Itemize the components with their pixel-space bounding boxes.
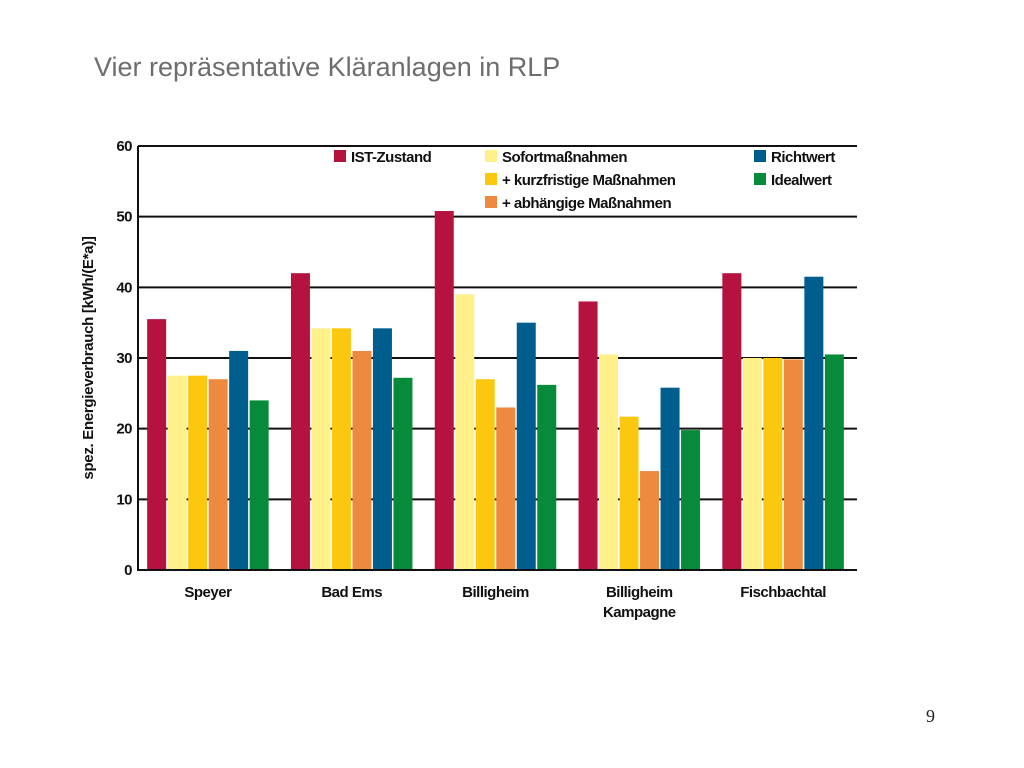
bar [147,319,167,570]
bar [167,375,187,570]
y-tick-label: 30 [116,350,132,367]
y-tick-label: 60 [116,138,132,155]
bar [372,328,392,570]
page-number: 9 [926,706,935,726]
y-tick-label: 50 [116,209,132,226]
category-label: Billigheim [462,584,529,601]
x-category-labels: Speyer Bad Ems Billigheim Billigheim Kampagn… [184,584,826,621]
bar [824,354,844,570]
y-tick-label: 20 [116,421,132,438]
bar [516,322,536,570]
y-tick-label: 40 [116,279,132,296]
y-tick-label: 0 [124,562,132,579]
category-label: Billigheim Kampagne [603,584,676,621]
bars [147,211,844,570]
bar [311,328,331,570]
bar [229,350,249,570]
axes [137,146,857,571]
y-axis-label: spez. Energieverbrauch [kWh/(E*a)] [80,236,97,480]
bar [640,471,660,570]
bar [681,430,701,570]
bar [249,400,269,570]
bar [763,358,783,570]
bar [208,379,228,570]
bar [290,273,310,570]
category-label: Speyer [184,584,232,601]
legend-label: Sofortmaßnahmen [502,149,627,166]
bar [352,350,372,570]
bar [434,211,454,570]
bar [578,301,598,570]
bar [393,377,413,570]
bar [496,407,516,570]
legend-label: + abhängige Maßnahmen [502,195,671,212]
bar [783,359,803,570]
legend-swatch [754,173,766,185]
legend: IST-Zustand Sofortmaßnahmen + kurzfristige… [334,149,836,212]
bar [455,294,475,570]
legend-swatch [485,150,497,162]
y-tick-label: 10 [116,491,132,508]
legend-label: Richtwert [771,149,835,166]
bar [331,328,351,570]
bar [619,416,639,570]
slide-title: Vier repräsentative Kläranlagen in RLP [94,52,561,82]
bar [804,276,824,570]
bar [475,379,495,570]
y-tick-labels: 0 10 20 30 40 50 60 [116,138,132,579]
category-label: Fischbachtal [740,584,826,601]
legend-swatch [485,173,497,185]
legend-swatch [485,196,497,208]
bar [722,273,742,570]
bar [599,354,619,570]
bar [188,375,208,570]
legend-swatch [754,150,766,162]
bar [537,384,557,570]
legend-label: Idealwert [771,172,832,189]
legend-label: + kurzfristige Maßnahmen [502,172,676,189]
category-label: Bad Ems [321,584,382,601]
bar [742,358,762,570]
legend-swatch [334,150,346,162]
legend-label: IST-Zustand [351,149,432,166]
bar [660,387,680,570]
